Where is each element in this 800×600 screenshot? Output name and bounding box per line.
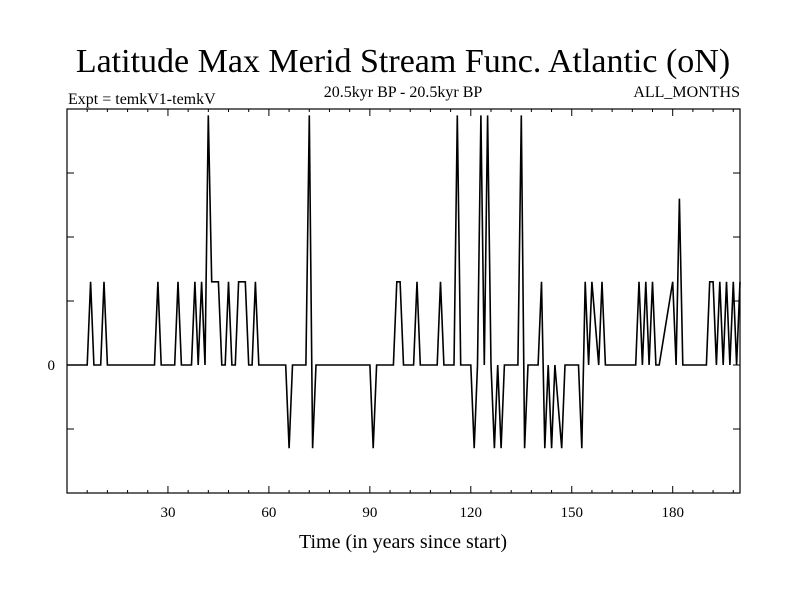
y-tick-label: 0 [48, 358, 56, 374]
chart-title: Latitude Max Merid Stream Func. Atlantic… [76, 43, 730, 80]
series-line [67, 115, 741, 449]
x-tick-label: 120 [460, 505, 483, 521]
y-axis: 0 [48, 172, 740, 430]
x-tick-label: 30 [160, 505, 175, 521]
period-label: 20.5kyr BP - 20.5kyr BP [324, 84, 483, 101]
months-label: ALL_MONTHS [633, 84, 740, 101]
x-axis: 30 60 90 120 150 180 [86, 109, 734, 521]
x-tick-label: 180 [661, 505, 684, 521]
x-tick-label: 150 [561, 505, 584, 521]
x-tick-label: 90 [362, 505, 377, 521]
x-axis-label: Time (in years since start) [299, 531, 507, 553]
x-tick-label: 60 [261, 505, 276, 521]
experiment-label: Expt = temkV1-temkV [68, 91, 216, 108]
series-layer [67, 115, 741, 449]
